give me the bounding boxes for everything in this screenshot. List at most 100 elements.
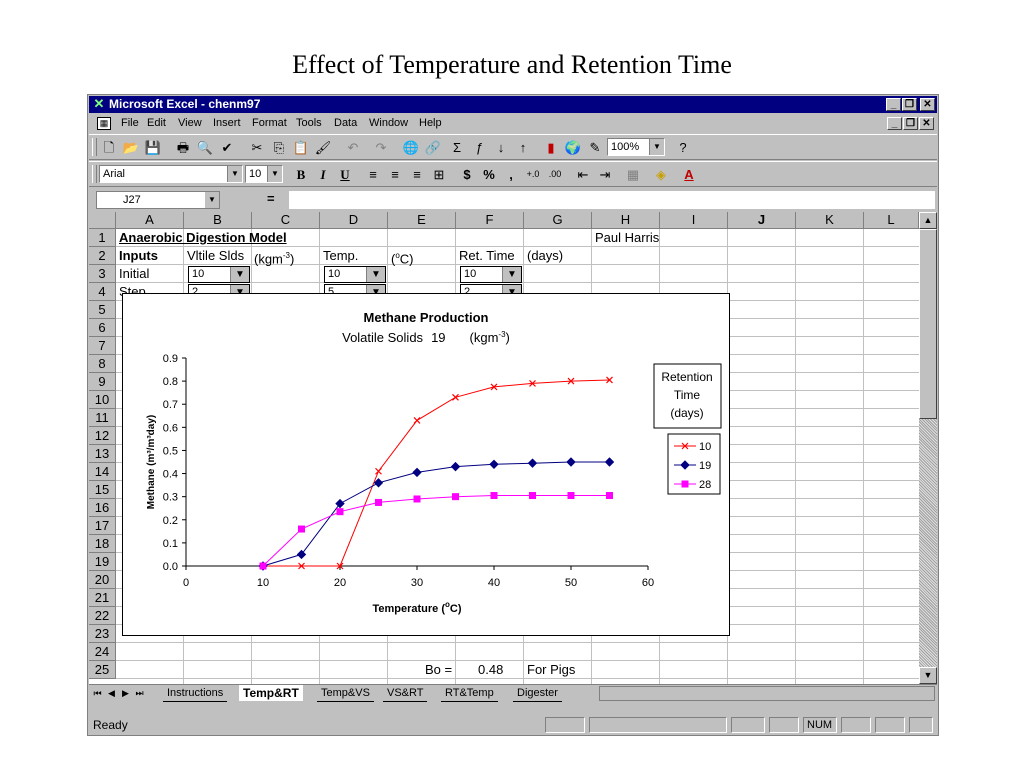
row-header-16[interactable]: 16 xyxy=(89,499,116,517)
row-header-21[interactable]: 21 xyxy=(89,589,116,607)
row-header-5[interactable]: 5 xyxy=(89,301,116,319)
menu-window[interactable]: Window xyxy=(369,117,409,129)
menu-file[interactable]: File xyxy=(121,117,139,129)
map-icon[interactable]: 🌍 xyxy=(564,140,582,155)
row-header-24[interactable]: 24 xyxy=(89,643,116,661)
horizontal-scrollbar[interactable] xyxy=(599,686,935,701)
autosum-icon[interactable]: Σ xyxy=(452,140,462,155)
select-all-corner[interactable] xyxy=(89,212,116,229)
sheet-tab-instructions[interactable]: Instructions xyxy=(163,685,228,702)
scroll-up-icon[interactable]: ▲ xyxy=(919,212,937,229)
cell-g25[interactable]: For Pigs xyxy=(527,662,576,677)
menu-data[interactable]: Data xyxy=(334,117,358,129)
chart-wizard-icon[interactable]: ▮ xyxy=(547,140,555,155)
retention-initial-dropdown[interactable]: 10 ▼ xyxy=(460,266,522,283)
sheet-tab-digester[interactable]: Digester xyxy=(513,685,562,702)
cell-e2[interactable]: (oC) xyxy=(391,247,414,267)
column-header-i[interactable]: I xyxy=(660,212,728,229)
menu-help[interactable]: Help xyxy=(419,117,442,129)
cell-a1[interactable]: Anaerobic Digestion Model xyxy=(119,230,287,245)
column-header-l[interactable]: L xyxy=(864,212,919,229)
name-box[interactable]: J27 ▼ xyxy=(96,191,220,209)
format-painter-icon[interactable]: 🖌 xyxy=(314,140,332,155)
row-header-1[interactable]: 1 xyxy=(89,229,116,247)
row-header-3[interactable]: 3 xyxy=(89,265,116,283)
percent-icon[interactable]: % xyxy=(483,167,495,182)
comma-icon[interactable]: , xyxy=(509,167,513,182)
volatile-solids-initial-dropdown[interactable]: 10 ▼ xyxy=(188,266,250,283)
cell-g2[interactable]: (days) xyxy=(527,248,564,263)
scroll-down-icon[interactable]: ▼ xyxy=(919,667,937,684)
cell-f2[interactable]: Ret. Time xyxy=(459,248,515,263)
copy-icon[interactable]: ⎘ xyxy=(273,140,285,155)
cell-a2[interactable]: Inputs xyxy=(119,248,158,263)
increase-decimal-icon[interactable]: +.0 xyxy=(526,169,540,179)
menu-format[interactable]: Format xyxy=(252,117,287,129)
undo-icon[interactable]: ↶ xyxy=(347,140,359,155)
row-header-17[interactable]: 17 xyxy=(89,517,116,535)
chevron-down-icon[interactable]: ▼ xyxy=(366,267,385,282)
sort-descending-icon[interactable]: ↑ xyxy=(519,140,527,155)
borders-icon[interactable]: ▦ xyxy=(626,167,640,182)
column-header-c[interactable]: C xyxy=(252,212,320,229)
font-combo[interactable]: Arial ▼ xyxy=(99,165,243,183)
column-header-h[interactable]: H xyxy=(592,212,660,229)
office-assistant-icon[interactable]: ? xyxy=(679,140,687,155)
chevron-down-icon[interactable]: ▼ xyxy=(227,166,242,182)
new-icon[interactable]: 🗋 xyxy=(103,140,115,155)
redo-icon[interactable]: ↷ xyxy=(375,140,387,155)
paste-icon[interactable]: 📋 xyxy=(292,140,310,155)
row-header-18[interactable]: 18 xyxy=(89,535,116,553)
row-header-15[interactable]: 15 xyxy=(89,481,116,499)
row-header-22[interactable]: 22 xyxy=(89,607,116,625)
menu-view[interactable]: View xyxy=(178,117,202,129)
zoom-combo[interactable]: 100% ▼ xyxy=(607,138,665,156)
row-header-19[interactable]: 19 xyxy=(89,553,116,571)
italic-button[interactable]: I xyxy=(320,167,326,182)
row-header-10[interactable]: 10 xyxy=(89,391,116,409)
fill-color-icon[interactable]: ◈ xyxy=(656,167,666,182)
row-header-4[interactable]: 4 xyxy=(89,283,116,301)
vertical-scroll-thumb[interactable] xyxy=(919,229,937,419)
row-header-13[interactable]: 13 xyxy=(89,445,116,463)
column-header-b[interactable]: B xyxy=(184,212,252,229)
doc-minimize-button[interactable]: _ xyxy=(887,117,902,130)
open-icon[interactable]: 📂 xyxy=(122,140,140,155)
decrease-decimal-icon[interactable]: .00 xyxy=(548,169,562,179)
restore-button[interactable]: ❐ xyxy=(902,98,917,111)
equals-sign[interactable]: = xyxy=(267,191,275,206)
underline-button[interactable]: U xyxy=(340,167,350,182)
doc-close-button[interactable]: ✕ xyxy=(919,117,934,130)
align-center-icon[interactable]: ≡ xyxy=(391,167,399,182)
formula-input[interactable] xyxy=(289,191,935,209)
spelling-icon[interactable]: ✔ xyxy=(221,140,233,155)
row-header-6[interactable]: 6 xyxy=(89,319,116,337)
prev-sheet-icon[interactable]: ◀ xyxy=(108,688,115,698)
drawing-icon[interactable]: ✎ xyxy=(589,140,601,155)
column-header-e[interactable]: E xyxy=(388,212,456,229)
sheet-tab-rt-temp[interactable]: RT&Temp xyxy=(441,685,498,702)
column-header-j[interactable]: J xyxy=(728,212,796,229)
row-header-7[interactable]: 7 xyxy=(89,337,116,355)
web-toolbar-icon[interactable]: 🌐 xyxy=(402,140,420,155)
row-header-23[interactable]: 23 xyxy=(89,625,116,643)
document-icon[interactable]: ▦ xyxy=(97,117,111,130)
save-icon[interactable]: 💾 xyxy=(144,140,162,155)
sort-ascending-icon[interactable]: ↓ xyxy=(497,140,505,155)
sheet-tab-temp-rt[interactable]: Temp&RT xyxy=(239,685,303,701)
function-icon[interactable]: ƒ xyxy=(475,140,483,155)
font-size-combo[interactable]: 10 ▼ xyxy=(245,165,283,183)
last-sheet-icon[interactable]: ⏭ xyxy=(135,688,144,698)
row-header-8[interactable]: 8 xyxy=(89,355,116,373)
print-icon[interactable]: 🖶 xyxy=(176,140,190,155)
row-header-9[interactable]: 9 xyxy=(89,373,116,391)
align-right-icon[interactable]: ≡ xyxy=(413,167,421,182)
row-header-25[interactable]: 25 xyxy=(89,661,116,679)
row-header-11[interactable]: 11 xyxy=(89,409,116,427)
toolbar-grip[interactable] xyxy=(92,138,97,156)
cell-f25[interactable]: 0.48 xyxy=(478,662,504,677)
column-header-k[interactable]: K xyxy=(796,212,864,229)
merge-center-icon[interactable]: ⊞ xyxy=(433,167,445,182)
chevron-down-icon[interactable]: ▼ xyxy=(267,166,282,182)
decrease-indent-icon[interactable]: ⇤ xyxy=(577,167,589,182)
